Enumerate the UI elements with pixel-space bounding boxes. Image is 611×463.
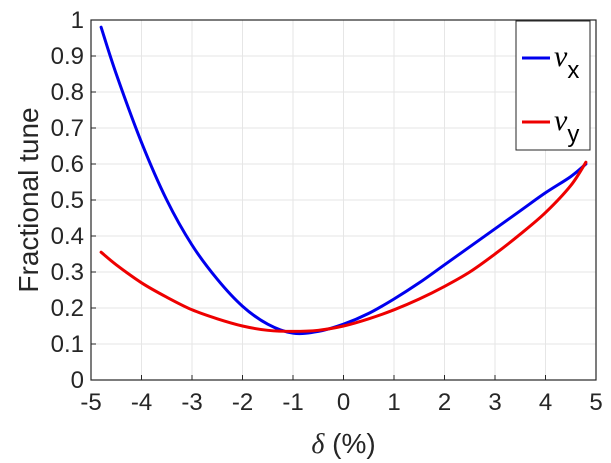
y-tick-label: 0.4 [51,223,84,250]
x-tick-label: -5 [80,389,101,416]
y-tick-label: 0.2 [51,295,84,322]
x-tick-label: 0 [337,389,350,416]
x-tick-label: -4 [131,389,152,416]
y-tick-label: 0.9 [51,43,84,70]
x-tick-label: -1 [282,389,303,416]
series-line-x [99,25,588,336]
legend: νx νy [515,20,591,151]
y-tick-label: 0.6 [51,151,84,178]
x-tick-label: 5 [589,389,602,416]
y-tick-label: 0.1 [51,331,84,358]
x-axis-label: δ (%) [311,428,375,460]
x-tick-label: 1 [387,389,400,416]
y-tick-label: 0 [71,367,84,394]
x-axis-label-unit: (%) [324,428,375,459]
y-tick-label: 0.5 [51,187,84,214]
legend-box [515,20,591,151]
x-axis-label-symbol: δ [311,429,325,460]
series-line-y [99,160,588,333]
x-tick-label: -2 [232,389,253,416]
x-tick-label: 2 [438,389,451,416]
series-layer [99,25,588,336]
x-tick-label: 4 [539,389,552,416]
y-tick-label: 1 [71,7,84,34]
x-tick-label: -3 [181,389,202,416]
y-axis-label: Fractional tune [13,107,44,292]
x-tick-label: 3 [488,389,501,416]
legend-label-y: νy [554,104,579,148]
ticks: -5 -4 -3 -2 -1 0 1 2 3 4 5 0 0.1 0.2 0.3 0.4 0.5 0.6 0.7 0.… [51,7,603,416]
legend-label-x: νx [554,40,579,84]
y-tick-label: 0.8 [51,79,84,106]
y-tick-label: 0.7 [51,115,84,142]
y-tick-label: 0.3 [51,259,84,286]
